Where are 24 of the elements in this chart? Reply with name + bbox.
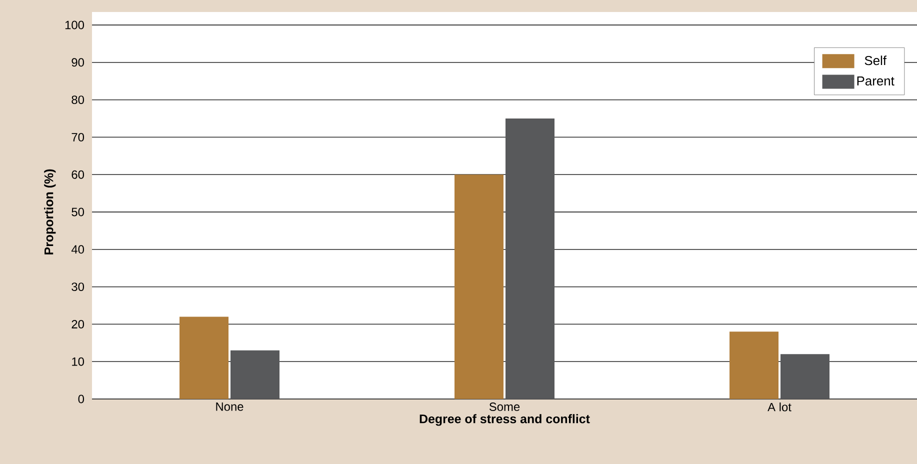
y-tick-label: 50 [72,208,84,216]
y-tick-label: 10 [72,357,84,366]
y-tick-label: 60 [72,170,84,179]
bar [780,354,830,399]
y-tick-label: 40 [71,245,84,254]
y-tick-label: 70 [72,132,84,142]
y-tick-label: 0 [78,394,84,404]
x-tick-label: None [216,402,244,411]
bar [230,350,280,399]
x-tick-label: A lot [768,402,792,412]
y-tick-label: 90 [72,58,84,67]
y-tick-label: 20 [72,320,84,328]
x-tick-label: Some [489,402,520,411]
bar [730,332,779,399]
y-axis-title: Proportion (%) [44,169,56,254]
y-tick-label: 30 [72,282,84,292]
bar [454,174,504,399]
legend-label: Parent [857,76,894,86]
bar [506,118,554,399]
x-axis-title: Degree of stress and conflict [420,414,590,426]
y-tick-label: 80 [72,96,84,104]
legend-label: Self [864,56,887,66]
bar [180,316,229,399]
y-tick-label: 100 [65,20,84,30]
